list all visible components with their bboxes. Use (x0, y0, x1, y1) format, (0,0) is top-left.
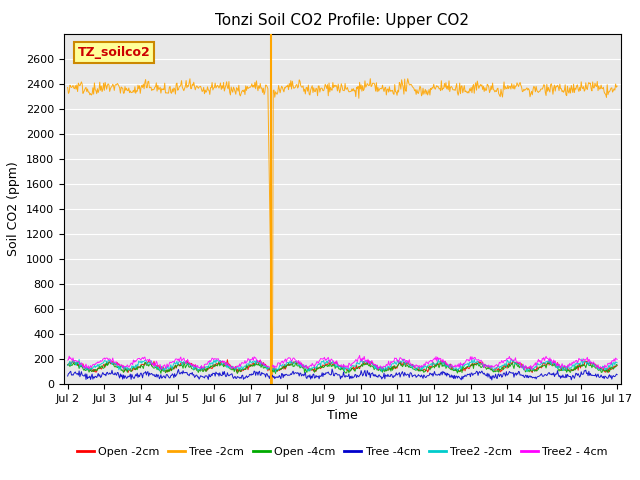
X-axis label: Time: Time (327, 409, 358, 422)
Title: Tonzi Soil CO2 Profile: Upper CO2: Tonzi Soil CO2 Profile: Upper CO2 (216, 13, 469, 28)
Y-axis label: Soil CO2 (ppm): Soil CO2 (ppm) (8, 161, 20, 256)
Text: TZ_soilco2: TZ_soilco2 (78, 46, 150, 59)
Legend: Open -2cm, Tree -2cm, Open -4cm, Tree -4cm, Tree2 -2cm, Tree2 - 4cm: Open -2cm, Tree -2cm, Open -4cm, Tree -4… (72, 442, 612, 461)
